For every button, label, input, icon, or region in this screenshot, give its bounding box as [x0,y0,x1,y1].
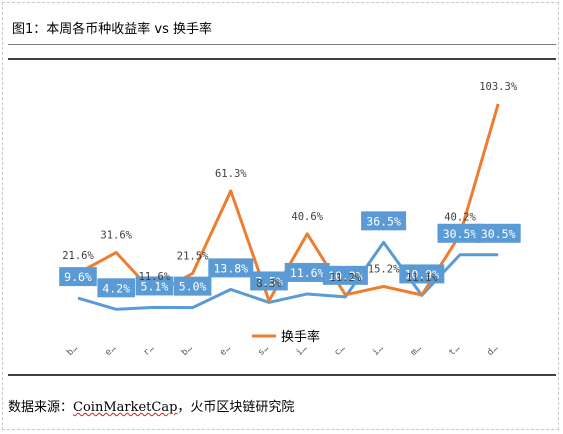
chart-area: 9.6% 4.2% 5.1% 5.0% 13.8% 7.5% 11.6% 10.2% 36.5%… [8,58,556,376]
x-tick-label: i… [371,343,386,358]
return-label-box [135,276,174,296]
x-tick-label: e… [218,343,233,358]
return-label-box [250,271,288,291]
source-suffix: ，火币区块链研究院 [177,400,295,415]
return-label-box [97,278,135,298]
return-data-label: 11.6% [290,266,325,280]
turnover-data-label: 15.2% [368,263,400,275]
return-data-label: 4.2% [102,281,130,295]
return-label-box [399,264,445,284]
return-data-label: 36.5% [366,214,401,228]
legend-label-turnover: 换手率 [281,329,320,345]
return-data-label: 5.0% [179,280,207,294]
series-line-return [77,240,499,311]
turnover-data-label: 21.6% [62,250,94,262]
return-label-box [59,267,97,287]
x-tick-label: t… [447,343,462,358]
turnover-data-label: 8.3% [256,278,282,290]
source-name: CoinMarketCap [73,400,178,415]
return-label-box [361,211,407,231]
return-data-label: 10.2% [328,269,363,283]
x-tick-label: d… [485,343,500,358]
return-label-box [173,276,212,296]
chart-title: 图1：本周各币种收益率 vs 换手率 [12,22,213,37]
turnover-data-label: 40.6% [291,211,323,223]
x-tick-label: s… [256,343,271,358]
turnover-data-label: 21.5% [177,250,209,262]
turnover-data-label: 11.1% [406,272,438,284]
return-label-box [475,223,521,243]
return-data-label: 10.9% [404,267,439,281]
turnover-data-label: 40.2% [444,212,476,224]
x-tick-label: c… [333,343,348,358]
turnover-data-label: 11.6% [139,271,171,283]
turnover-data-label: 11.2% [330,272,362,284]
legend: 换手率 [252,329,320,345]
return-data-label: 5.1% [141,279,169,293]
title-bar: 图1：本周各币种收益率 vs 换手率 [8,6,556,45]
x-tick-label: i… [294,343,309,358]
return-data-label: 13.8% [213,261,248,275]
return-label-box [437,223,483,243]
return-label-box [322,265,368,285]
source-prefix: 数据来源： [8,400,74,415]
return-data-label: 30.5% [443,227,478,241]
x-tick-label: m… [409,343,424,358]
data-labels: 9.6%4.2% 5.1% 5.0%13.8%7.5%11.6% 10.2%36.5%… [59,81,521,298]
turnover-data-label: 31.6% [100,230,132,242]
return-data-label: 7.5% [255,274,283,288]
return-data-label: 30.5% [481,227,516,241]
x-tick-label: b… [180,343,195,358]
x-tick-labels: b… e… r… b… e… s… i… c… i… m… t… d… [65,343,500,358]
source-note: 数据来源：CoinMarketCap，火币区块链研究院 [8,396,294,415]
turnover-data-label: 61.3% [215,168,247,180]
x-tick-label: r… [142,343,157,358]
turnover-data-label: 103.3% [479,81,518,93]
figure-frame [2,2,559,430]
return-data-label: 9.6% [64,270,92,284]
x-tick-label: e… [103,343,118,358]
return-label-box [284,262,330,282]
chart-svg: 9.6%4.2% 5.1% 5.0%13.8%7.5%11.6% 10.2%36.5%… [59,81,521,358]
return-label-box [208,258,254,278]
x-tick-label: b… [65,343,80,358]
